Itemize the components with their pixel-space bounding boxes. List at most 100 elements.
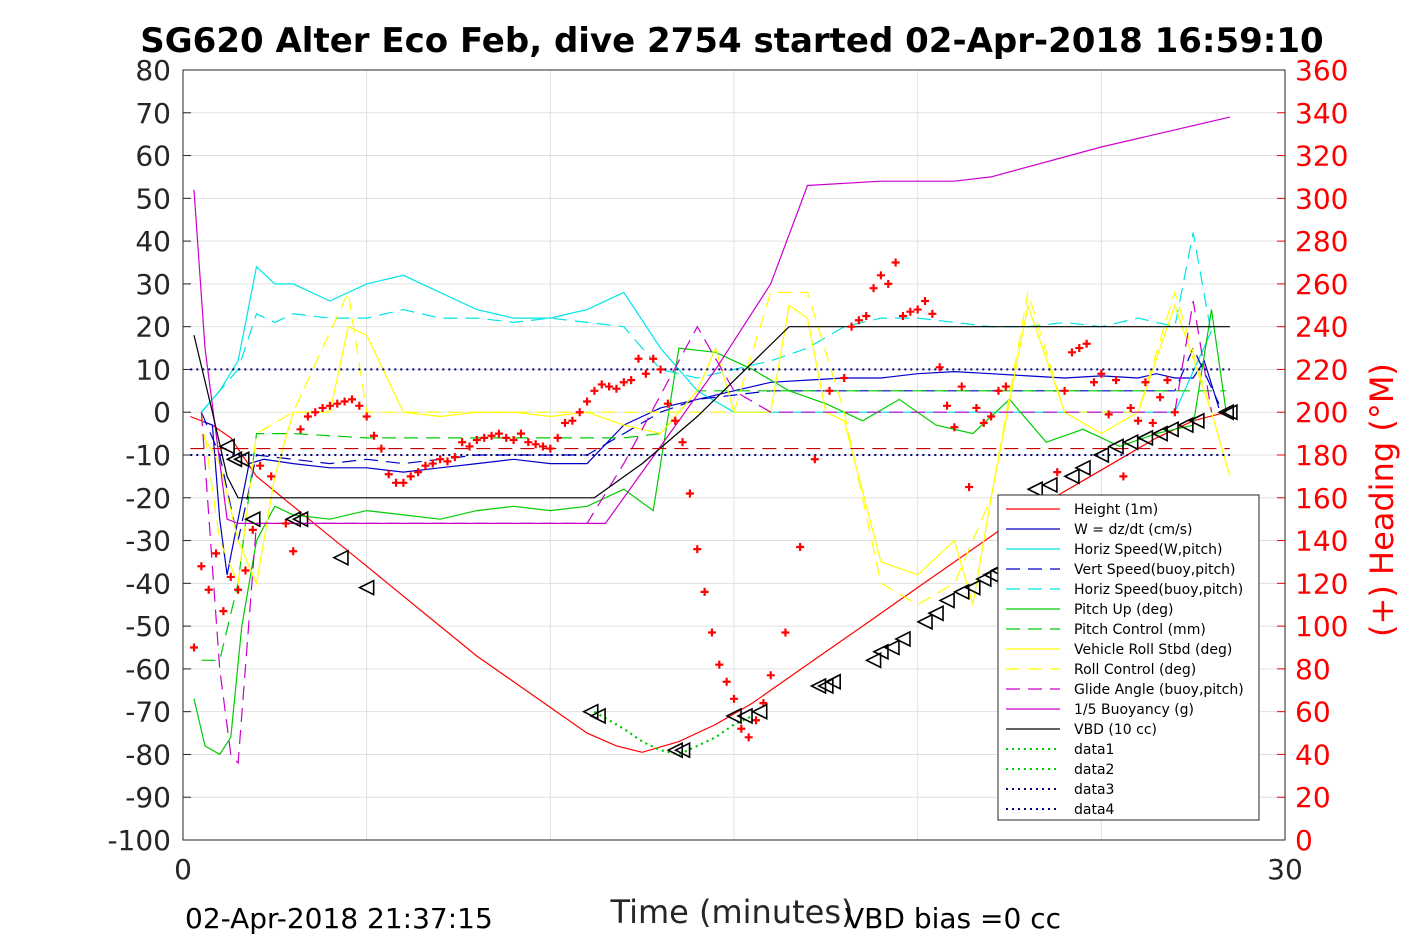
right-axis-ticks: 3603403203002802602402202001801601401201…: [1277, 54, 1348, 857]
triangle-marker: [666, 741, 684, 759]
heading-point: [1089, 378, 1098, 387]
x-tick-label: 30: [1267, 853, 1303, 886]
triangle-marker: [894, 630, 911, 648]
heading-point: [362, 412, 371, 421]
heading-point: [226, 572, 235, 581]
heading-point: [693, 545, 702, 554]
legend-label: Vert Speed(buoy,pitch): [1074, 562, 1236, 578]
triangle-marker: [1041, 476, 1058, 494]
heading-point: [1104, 410, 1113, 419]
series-line-5: [193, 309, 1227, 756]
heading-point: [436, 455, 445, 464]
triangle-marker: [824, 673, 841, 691]
heading-point: [406, 472, 415, 481]
right-tick-label: 140: [1295, 525, 1348, 558]
series-line-4: [200, 232, 1213, 413]
triangle-marker: [291, 510, 309, 528]
heading-point: [1119, 472, 1128, 481]
heading-point: [935, 363, 944, 372]
left-tick-label: 10: [135, 353, 171, 386]
footer-vbd-bias: VBD bias =0 cc: [845, 902, 1061, 935]
heading-point: [943, 401, 952, 410]
heading-point: [340, 397, 349, 406]
heading-point: [678, 438, 687, 447]
triangle-marker: [809, 677, 827, 695]
legend-label: Roll Control (deg): [1074, 662, 1196, 678]
legend-label: Horiz Speed(W,pitch): [1074, 542, 1222, 558]
heading-point: [303, 412, 312, 421]
heading-point: [1082, 339, 1091, 348]
heading-point: [267, 472, 276, 481]
heading-point: [219, 607, 228, 616]
right-tick-label: 0: [1295, 824, 1313, 857]
heading-point: [1148, 418, 1157, 427]
triangle-marker: [916, 613, 933, 631]
triangle-marker: [1136, 429, 1154, 447]
left-tick-label: -70: [125, 696, 171, 729]
left-tick-label: -50: [125, 610, 171, 643]
legend-label: Height (1m): [1074, 502, 1158, 518]
triangle-marker: [927, 604, 944, 622]
heading-point: [715, 660, 724, 669]
heading-point: [212, 549, 221, 558]
legend-label: data2: [1074, 762, 1114, 778]
right-tick-label: 80: [1295, 653, 1331, 686]
heading-point: [605, 382, 614, 391]
heading-point: [553, 433, 562, 442]
heading-point: [465, 442, 474, 451]
triangle-marker: [952, 583, 970, 601]
legend-label: data1: [1074, 742, 1114, 758]
series-layer: [190, 116, 1231, 765]
heading-point: [428, 459, 437, 468]
heading-point: [928, 309, 937, 318]
heading-point: [1067, 348, 1076, 357]
triangle-marker: [963, 579, 981, 596]
heading-point: [752, 716, 761, 725]
heading-point: [289, 547, 298, 556]
triangle-marker: [1188, 412, 1205, 430]
heading-point: [781, 628, 790, 637]
triangle-marker: [581, 703, 599, 720]
right-tick-label: 240: [1295, 311, 1348, 344]
heading-point: [204, 585, 213, 594]
legend-label: data3: [1074, 782, 1114, 798]
heading-point: [847, 322, 856, 331]
heading-point: [531, 440, 540, 449]
heading-point: [884, 279, 893, 288]
triangle-marker: [232, 450, 250, 468]
heading-point: [487, 431, 496, 440]
plot-frame: [182, 69, 1286, 841]
heading-point: [347, 395, 356, 404]
heading-point: [1097, 369, 1106, 378]
right-tick-label: 180: [1295, 439, 1348, 472]
left-tick-label: -100: [107, 824, 171, 857]
left-tick-label: -40: [125, 567, 171, 600]
heading-point: [619, 378, 628, 387]
heading-point: [568, 416, 577, 425]
triangle-marker: [750, 703, 768, 720]
triangle-marker: [1063, 468, 1080, 485]
chart-title: SG620 Alter Eco Feb, dive 2754 started 0…: [140, 21, 1323, 61]
triangle-marker: [284, 510, 302, 528]
heading-point: [1163, 376, 1172, 385]
heading-point: [311, 408, 320, 417]
right-tick-label: 320: [1295, 140, 1348, 173]
left-tick-label: -20: [125, 482, 171, 515]
heading-point: [509, 436, 518, 445]
heading-point: [546, 444, 555, 453]
right-tick-label: 40: [1295, 738, 1331, 771]
heading-point: [730, 694, 738, 703]
triangle-marker: [817, 677, 834, 695]
legend-label: VBD (10 cc): [1074, 722, 1157, 738]
heading-point: [994, 386, 1003, 395]
heading-point: [575, 408, 584, 417]
heading-point: [641, 369, 650, 378]
heading-point: [524, 438, 533, 447]
legend-label: W = dz/dt (cm/s): [1074, 522, 1193, 538]
triangle-marker: [736, 707, 753, 725]
right-tick-label: 160: [1295, 482, 1348, 515]
legend-label: Pitch Control (mm): [1074, 622, 1206, 638]
heading-point: [377, 444, 386, 453]
heading-point: [1156, 393, 1165, 402]
triangle-marker: [1074, 459, 1091, 477]
